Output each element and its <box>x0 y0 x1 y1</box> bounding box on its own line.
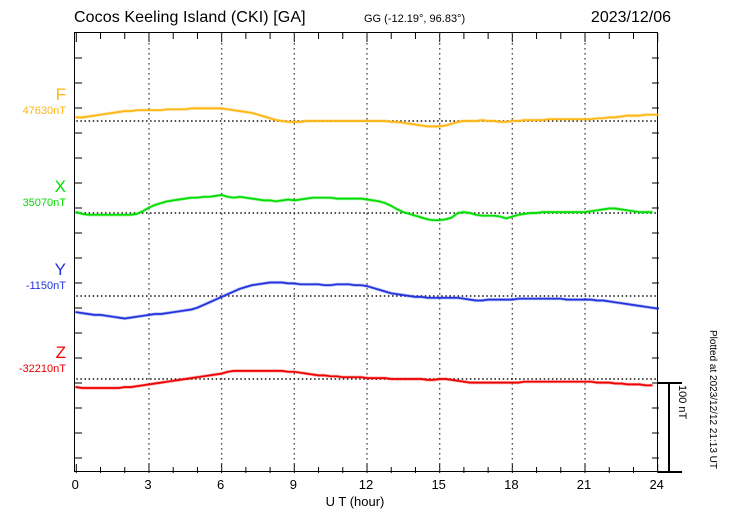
observation-date: 2023/12/06 <box>590 9 671 26</box>
x-tick-label-3: 3 <box>144 477 152 492</box>
scale-bar-top-cap <box>658 382 682 384</box>
x-tick-label-18: 18 <box>504 477 519 492</box>
x-axis-title-text: U T (hour) <box>325 494 385 509</box>
geographic-coordinates: GG (-12.19°, 96.83°) <box>364 13 466 25</box>
scale-bar <box>668 382 670 472</box>
component-label-y: Y -1150nT <box>0 261 66 292</box>
x-tick-label-15: 15 <box>431 477 446 492</box>
component-letter-f: F <box>55 85 66 104</box>
x-tick-label-9: 9 <box>289 477 297 492</box>
x-tick-label-0: 0 <box>71 477 79 492</box>
component-baseline-y: -1150nT <box>25 280 66 292</box>
x-tick-label-6: 6 <box>217 477 225 492</box>
x-tick-label-24: 24 <box>649 477 664 492</box>
component-letter-y: Y <box>54 260 66 279</box>
x-axis-title: U T (hour) <box>0 494 730 509</box>
x-tick-label-12: 12 <box>358 477 374 492</box>
component-baseline-f: 47630nT <box>22 105 66 117</box>
plotted-at-timestamp: Plotted at 2023/12/12 21:13 UT <box>707 330 718 469</box>
component-letter-x: X <box>54 177 66 196</box>
page-title: Cocos Keeling Island (CKI) [GA] <box>74 9 306 26</box>
magnetogram-plot-area <box>74 32 659 473</box>
magnetogram-traces <box>75 33 659 473</box>
component-baseline-x: 35070nT <box>22 197 66 209</box>
component-label-z: Z -32210nT <box>0 344 66 375</box>
x-tick-label-21: 21 <box>576 477 592 492</box>
component-label-x: X 35070nT <box>0 178 66 209</box>
scale-bar-bottom-cap <box>658 471 682 473</box>
scale-bar-label: 100 nT <box>676 385 688 420</box>
component-baseline-z: -32210nT <box>18 363 66 375</box>
component-letter-z: Z <box>55 343 66 362</box>
component-label-f: F 47630nT <box>0 86 66 117</box>
